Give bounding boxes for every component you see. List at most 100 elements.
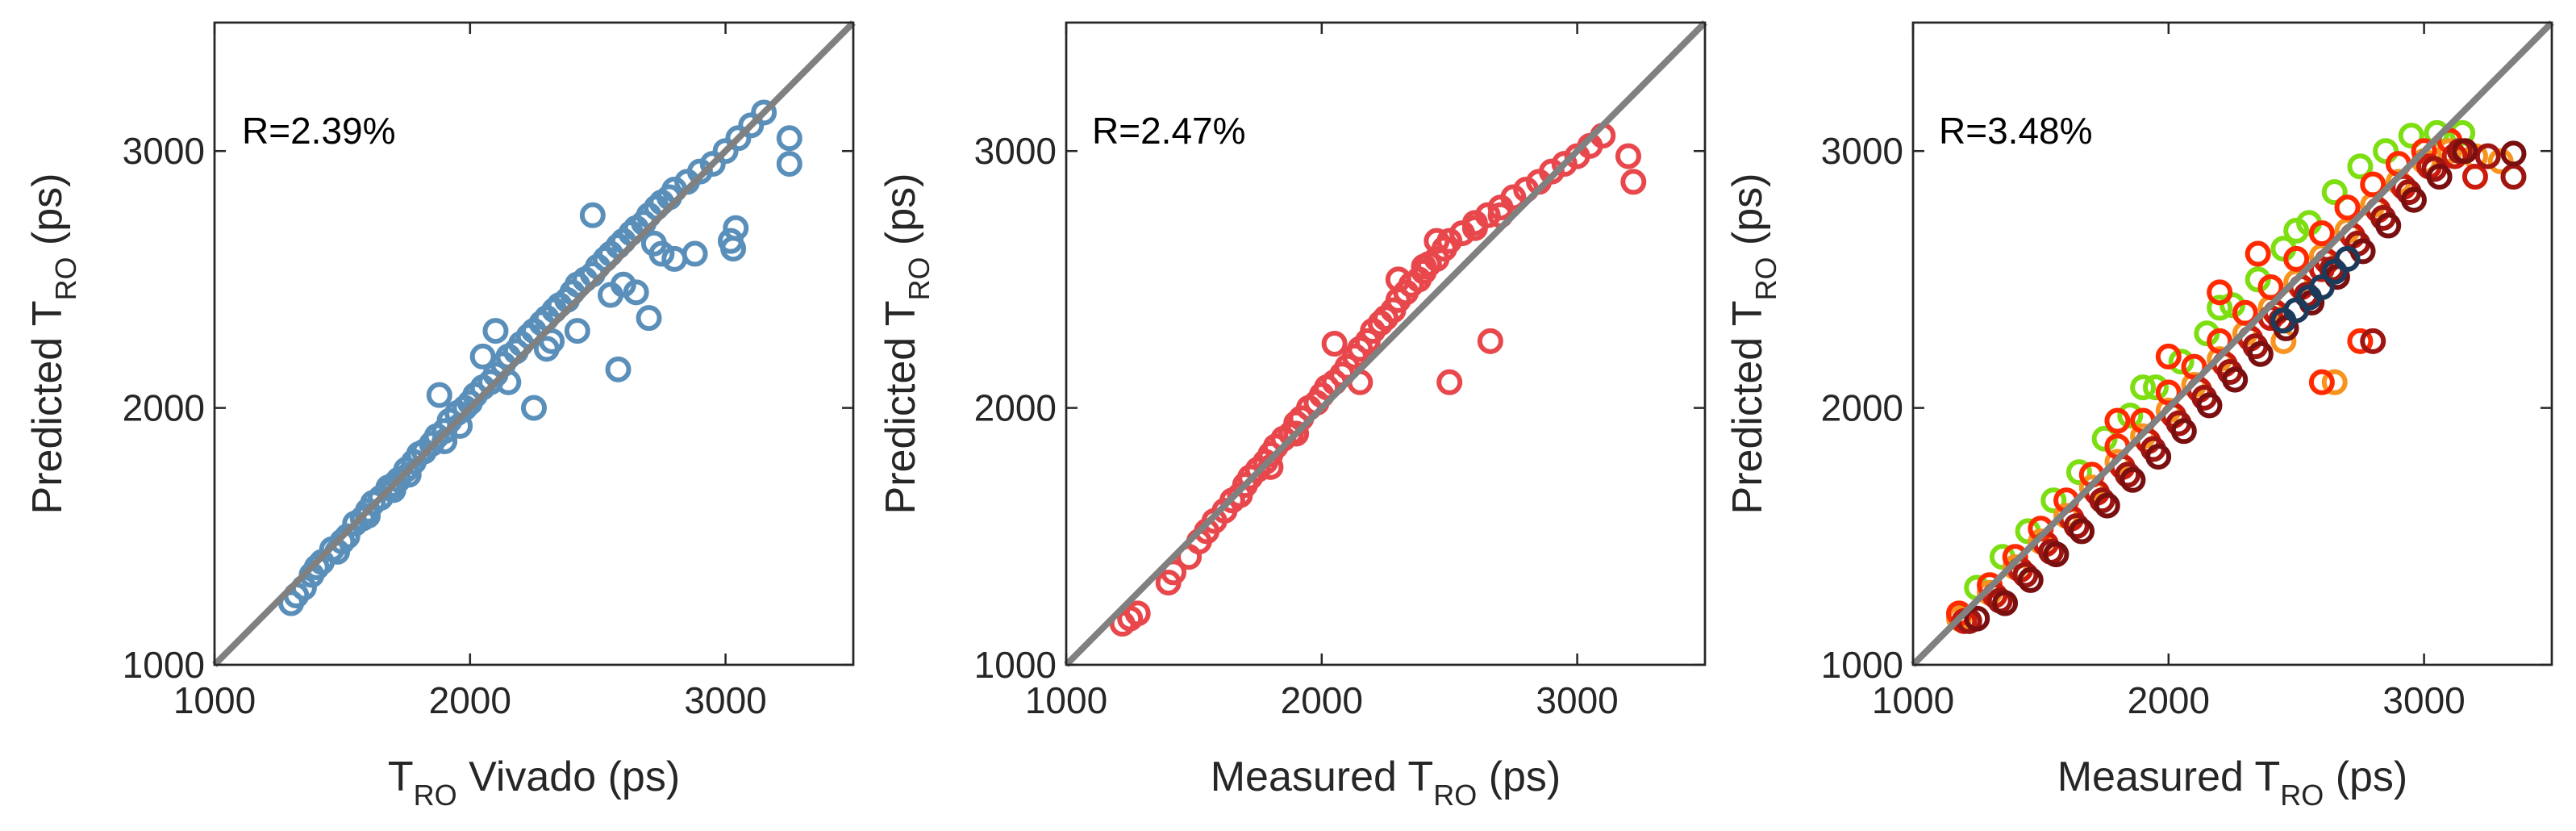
data-point <box>712 138 739 165</box>
data-point <box>303 554 330 581</box>
data-point <box>2375 212 2402 239</box>
plot-area <box>1065 21 1707 666</box>
data-point <box>2207 294 2233 321</box>
data-point <box>2347 328 2374 354</box>
data-point <box>1436 228 1463 254</box>
data-point <box>2065 459 2092 486</box>
y-tick-label: 2000 <box>1821 387 1903 429</box>
data-point <box>2283 297 2310 324</box>
data-point <box>2040 487 2067 514</box>
data-point <box>2222 366 2249 393</box>
data-point <box>2245 266 2271 293</box>
data-point <box>2334 245 2361 272</box>
data-point <box>2232 299 2258 326</box>
x-tick-label: 3000 <box>684 679 766 721</box>
data-point <box>2012 562 2039 588</box>
data-point <box>640 230 667 257</box>
r-annotation: R=3.48% <box>1939 110 2093 152</box>
data-point <box>2089 487 2115 514</box>
identity-line <box>1064 20 1707 667</box>
data-point <box>738 112 765 139</box>
x-tick-label: 2000 <box>2128 679 2210 721</box>
data-point <box>1992 590 2019 616</box>
data-point <box>2398 123 2424 149</box>
data-point <box>2461 164 2488 190</box>
data-point <box>469 343 496 370</box>
data-point <box>2360 171 2386 198</box>
data-point <box>2321 258 2348 285</box>
y-axis-label: Predicted TRO (ps) <box>877 173 936 515</box>
data-point <box>2426 164 2453 190</box>
y-axis-label: Predicted TRO (ps) <box>24 173 82 515</box>
data-point <box>1367 310 1394 336</box>
data-point <box>2347 153 2374 180</box>
data-point <box>2130 374 2157 401</box>
scatter-panel-2: 1000 2000 3000 1000 2000 3000 R=2.47% Measure… <box>877 20 1707 812</box>
data-point <box>2207 328 2233 354</box>
data-point <box>2104 407 2131 434</box>
plot-area <box>213 21 855 666</box>
data-point <box>1161 559 1187 586</box>
data-point <box>598 282 624 308</box>
r-annotation: R=2.47% <box>1092 110 1246 152</box>
data-point <box>2220 292 2245 319</box>
data-point <box>636 305 662 332</box>
axis-ticks: 1000 2000 3000 1000 2000 3000 <box>123 23 853 721</box>
data-point <box>1385 266 1411 293</box>
scatter-panel-1: 1000 2000 3000 1000 2000 3000 R=2.39% TRO Viv… <box>24 20 856 812</box>
x-tick-label: 1000 <box>1025 679 1107 721</box>
data-point <box>1477 328 1503 354</box>
data-point <box>2247 340 2274 367</box>
data-point <box>776 125 802 152</box>
data-point <box>564 318 590 345</box>
data-point <box>2155 379 2182 406</box>
data-point <box>699 151 726 177</box>
data-point <box>426 382 452 408</box>
y-tick-label: 3000 <box>1821 130 1903 172</box>
data-point <box>1461 215 1488 241</box>
data-point <box>395 461 422 488</box>
data-point <box>579 202 606 228</box>
data-point <box>2094 492 2120 519</box>
data-point <box>2500 140 2527 167</box>
y-tick-label: 3000 <box>974 130 1057 172</box>
data-point <box>2449 119 2476 146</box>
data-point <box>539 328 565 354</box>
y-tick-label: 1000 <box>1821 644 1903 686</box>
data-point <box>1964 605 1990 632</box>
data-point <box>2487 148 2514 174</box>
axis-ticks: 1000 2000 3000 1000 2000 3000 <box>1821 23 2552 721</box>
data-point <box>1436 369 1463 395</box>
data-point <box>2308 274 2335 300</box>
data-point <box>2207 279 2233 306</box>
data-point <box>682 240 708 267</box>
data-point <box>1615 143 1641 169</box>
data-point <box>2400 186 2427 213</box>
y-tick-label: 2000 <box>123 387 205 429</box>
data-point <box>776 151 802 177</box>
data-point <box>2145 444 2172 470</box>
data-point <box>1620 169 1647 195</box>
y-tick-label: 1000 <box>123 644 205 686</box>
data-point <box>2115 461 2141 488</box>
y-tick-label: 1000 <box>974 644 1057 686</box>
data-point <box>2283 245 2310 272</box>
data-point <box>2142 374 2169 401</box>
data-point <box>2120 466 2146 493</box>
plot-area <box>1911 21 2553 666</box>
scatter-panel-3: 1000 2000 3000 1000 2000 3000 R=3.48% Measure… <box>1724 20 2554 812</box>
data-point <box>605 356 631 382</box>
data-point <box>2069 518 2095 545</box>
data-point <box>1538 158 1565 185</box>
data-point <box>1500 184 1527 211</box>
y-tick-label: 3000 <box>123 130 205 172</box>
x-axis-label: TRO Vivado (ps) <box>388 754 680 812</box>
r-annotation: R=2.39% <box>242 110 396 152</box>
x-tick-label: 3000 <box>1536 679 1618 721</box>
data-point <box>482 318 509 345</box>
data-point <box>1124 600 1151 627</box>
data-point <box>2196 392 2223 419</box>
data-point <box>1321 331 1348 357</box>
data-point <box>2283 217 2310 244</box>
x-axis-label: Measured TRO (ps) <box>2057 754 2408 812</box>
